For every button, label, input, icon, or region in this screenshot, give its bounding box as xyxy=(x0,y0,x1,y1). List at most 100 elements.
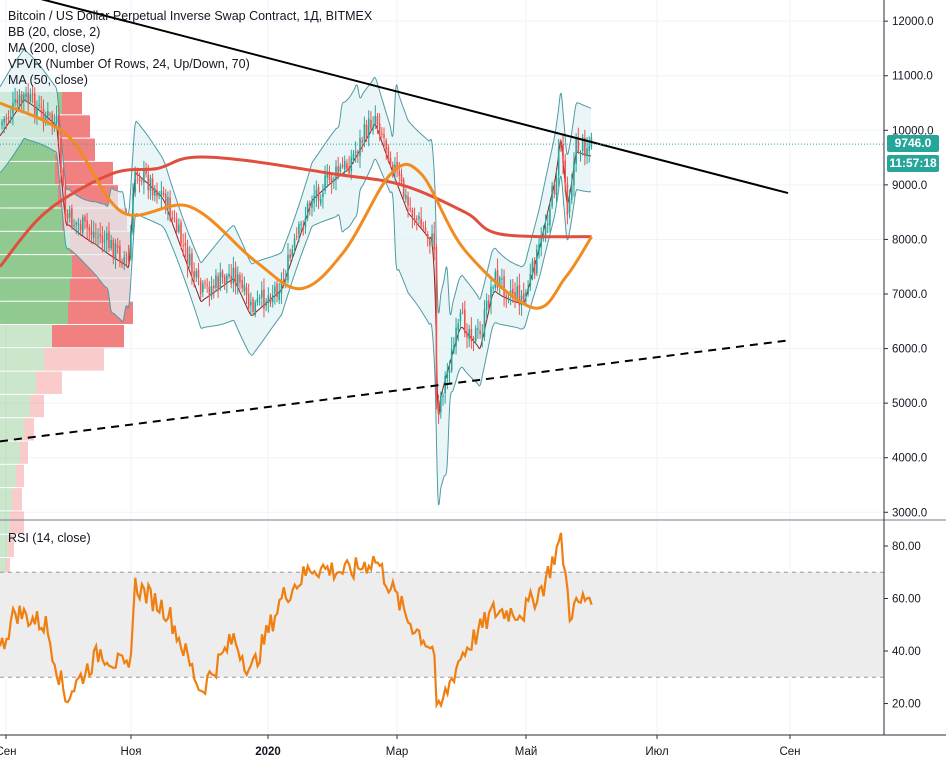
candle-body xyxy=(42,109,45,124)
candle-body xyxy=(354,151,357,154)
candle-body xyxy=(503,276,505,296)
candle-body xyxy=(455,327,457,347)
candle-body xyxy=(256,298,259,303)
candle-body xyxy=(383,134,385,138)
candle-body xyxy=(293,238,296,248)
volume-profile-down-bar xyxy=(60,115,90,138)
candle-body xyxy=(47,111,49,117)
candle-body xyxy=(254,302,257,315)
candle-body xyxy=(221,271,224,278)
volume-profile-up-bar xyxy=(0,558,6,581)
candle-body xyxy=(555,177,558,196)
candle-body xyxy=(81,217,84,233)
vpvr-legend[interactable]: VPVR (Number Of Rows, 24, Up/Down, 70) xyxy=(8,57,250,71)
candle-body xyxy=(171,217,174,219)
candle-body xyxy=(470,328,473,342)
candle-body xyxy=(97,236,99,238)
candle-body xyxy=(536,249,538,274)
rsi-legend[interactable]: RSI (14, close) xyxy=(8,531,91,545)
candle-body xyxy=(566,183,569,216)
candle-body xyxy=(479,330,481,335)
candle-body xyxy=(518,284,521,306)
ma200-line xyxy=(0,155,592,268)
candle-body xyxy=(496,269,499,288)
candle-body xyxy=(418,216,420,219)
candle-body xyxy=(579,152,582,154)
candle-body xyxy=(411,210,414,218)
ma200-legend[interactable]: MA (200, close) xyxy=(8,41,95,55)
candle-body xyxy=(357,152,359,154)
candle-body xyxy=(333,180,335,182)
price-tick-label: 6000.0 xyxy=(892,344,927,356)
candle-body xyxy=(49,113,51,115)
candle-body xyxy=(158,193,160,196)
candle-body xyxy=(154,188,156,196)
trendlines[interactable] xyxy=(0,0,789,443)
candle-body xyxy=(92,231,95,238)
candle-body xyxy=(33,93,36,117)
candle-body xyxy=(57,114,60,136)
time-tick-label: Ноя xyxy=(121,746,142,758)
candle-body xyxy=(226,275,228,284)
candle-body xyxy=(415,218,418,220)
volume-profile-down-bar xyxy=(10,511,24,534)
candle-body xyxy=(304,217,307,227)
price-tick-label: 11000.0 xyxy=(892,71,933,83)
candle-body xyxy=(584,138,586,156)
candle-body xyxy=(44,116,47,121)
candle-body xyxy=(64,187,67,217)
candle-body xyxy=(529,274,532,287)
candle-body xyxy=(385,140,388,150)
candle-body xyxy=(389,158,392,164)
candle-body xyxy=(370,120,372,129)
moving-averages xyxy=(0,101,593,310)
candle-body xyxy=(481,335,484,337)
candle-body xyxy=(346,163,348,169)
candle-body xyxy=(520,295,523,306)
candle-body xyxy=(551,185,553,207)
candle-body xyxy=(151,178,154,196)
volume-profile-down-bar xyxy=(52,325,124,348)
candle-body xyxy=(439,395,442,413)
ma50-legend[interactable]: MA (50, close) xyxy=(8,73,88,87)
candle-body xyxy=(138,178,141,182)
volume-profile-up-bar xyxy=(0,371,36,394)
chart-title: Bitcoin / US Dollar Perpetual Inverse Sw… xyxy=(8,9,373,23)
candle-body xyxy=(483,309,486,337)
candle-body xyxy=(121,261,123,265)
candle-body xyxy=(29,94,32,102)
rsi-tick-label: 20.00 xyxy=(892,699,921,711)
candle-body xyxy=(276,283,278,298)
bb-legend[interactable]: BB (20, close, 2) xyxy=(8,25,101,39)
candle-body xyxy=(1,122,3,126)
candle-body xyxy=(525,292,527,297)
candle-body xyxy=(51,113,54,123)
price-tick-label: 3000.0 xyxy=(892,507,927,519)
candle-body xyxy=(263,289,265,309)
candle-body xyxy=(252,298,254,312)
candle-body xyxy=(62,170,64,186)
candle-body xyxy=(562,144,564,163)
candle-body xyxy=(73,224,75,226)
rsi-pane xyxy=(0,519,946,710)
candle-body xyxy=(553,183,556,195)
candle-body xyxy=(505,295,508,298)
price-tick-label: 5000.0 xyxy=(892,398,927,410)
candle-body xyxy=(258,297,261,299)
candle-body xyxy=(160,190,163,197)
candle-body xyxy=(169,197,171,220)
candle-body xyxy=(433,233,436,250)
candle-body xyxy=(16,99,19,104)
volume-profile-up-bar xyxy=(0,511,10,534)
candle-body xyxy=(123,257,126,263)
candle-body xyxy=(53,121,56,126)
candle-body xyxy=(204,282,206,284)
candle-body xyxy=(405,194,407,200)
candle-body xyxy=(239,274,241,283)
candle-body xyxy=(426,234,429,239)
candle-body xyxy=(398,170,401,176)
candle-body xyxy=(245,287,248,295)
volume-profile-down-bar xyxy=(62,92,82,115)
candle-body xyxy=(409,208,412,210)
